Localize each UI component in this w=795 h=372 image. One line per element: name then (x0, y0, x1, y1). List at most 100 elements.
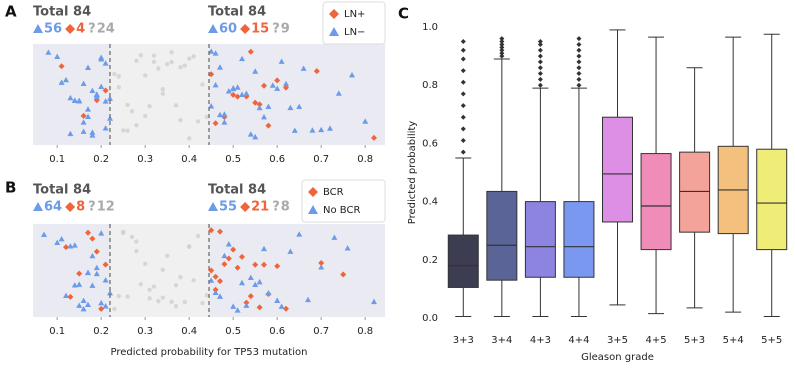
point (45, 49, 52, 55)
point (116, 85, 121, 90)
point (54, 239, 61, 246)
box (563, 201, 595, 278)
y-tick-label: 0.0 (422, 313, 438, 324)
group-total: Total 84 (208, 183, 266, 198)
point (41, 231, 47, 237)
y-tick-label: 1.0 (422, 22, 438, 33)
point (208, 227, 215, 234)
x-tick-label: 0.6 (269, 326, 285, 337)
point (225, 241, 232, 247)
point (256, 104, 263, 111)
outlier (576, 36, 582, 42)
point (80, 80, 87, 87)
legend-box (322, 1, 386, 45)
point (217, 228, 223, 235)
point (76, 302, 83, 308)
y-tick-label: 0.2 (422, 255, 438, 266)
point (187, 244, 192, 249)
point (234, 264, 241, 271)
x-tick-label: 3+5 (607, 335, 628, 346)
point (121, 128, 126, 133)
point (147, 287, 152, 293)
uncertain-band (110, 44, 209, 145)
legend-icon (308, 205, 318, 214)
x-tick-label: 5+5 (761, 335, 782, 346)
point (63, 244, 69, 251)
point (234, 93, 241, 100)
point (129, 109, 135, 114)
point (221, 111, 228, 117)
point (318, 264, 325, 270)
point (305, 296, 311, 303)
point (164, 61, 170, 67)
point (164, 253, 170, 259)
x-tick-label: 0.1 (49, 154, 65, 165)
point (331, 234, 338, 240)
unknown-symbol: ? (272, 200, 280, 215)
point (261, 113, 267, 120)
count-icon (65, 24, 76, 34)
x-tick-label: 5+4 (723, 335, 744, 346)
x-tick-label: 0.7 (313, 154, 329, 165)
point (93, 91, 100, 97)
point (261, 82, 267, 89)
point (318, 126, 325, 133)
point (93, 270, 100, 277)
legend-box (301, 179, 386, 223)
outlier (499, 36, 505, 42)
y-tick-label: 0.8 (422, 80, 438, 91)
point (243, 90, 250, 96)
point (85, 301, 91, 308)
point (80, 112, 87, 119)
count: 8 (76, 200, 85, 215)
point (221, 261, 228, 268)
point (371, 134, 377, 141)
point (151, 59, 157, 65)
point (256, 304, 263, 311)
outlier (537, 59, 543, 65)
point (125, 128, 130, 133)
point (54, 53, 61, 59)
outlier (576, 76, 582, 82)
point (107, 115, 113, 121)
point (274, 77, 281, 84)
point (169, 299, 174, 305)
point (340, 271, 347, 278)
point (129, 234, 135, 240)
point (67, 293, 74, 300)
count: 21 (251, 200, 269, 215)
group-total: Total 84 (208, 5, 266, 20)
point (191, 278, 196, 283)
point (76, 281, 83, 287)
point (243, 302, 250, 308)
point (204, 114, 209, 120)
box (679, 151, 711, 233)
outlier (576, 53, 582, 59)
count: 56 (44, 22, 62, 37)
point (274, 263, 281, 270)
outlier (460, 47, 466, 53)
outlier (460, 149, 466, 155)
point (85, 269, 91, 275)
point (98, 83, 105, 89)
point (187, 56, 192, 61)
legend-icon (308, 187, 318, 197)
point (234, 84, 241, 90)
point (239, 55, 245, 62)
point (182, 63, 187, 68)
point (178, 274, 183, 280)
count: 9 (281, 22, 290, 37)
legend-label: LN+ (344, 9, 365, 20)
outlier (499, 41, 505, 47)
point (134, 248, 139, 254)
point (121, 229, 126, 235)
point (239, 91, 245, 97)
point (247, 293, 254, 300)
point (98, 54, 105, 60)
point (160, 91, 165, 96)
point (212, 273, 219, 280)
point (173, 282, 179, 288)
point (85, 229, 91, 236)
point (283, 305, 289, 312)
point (98, 305, 105, 312)
